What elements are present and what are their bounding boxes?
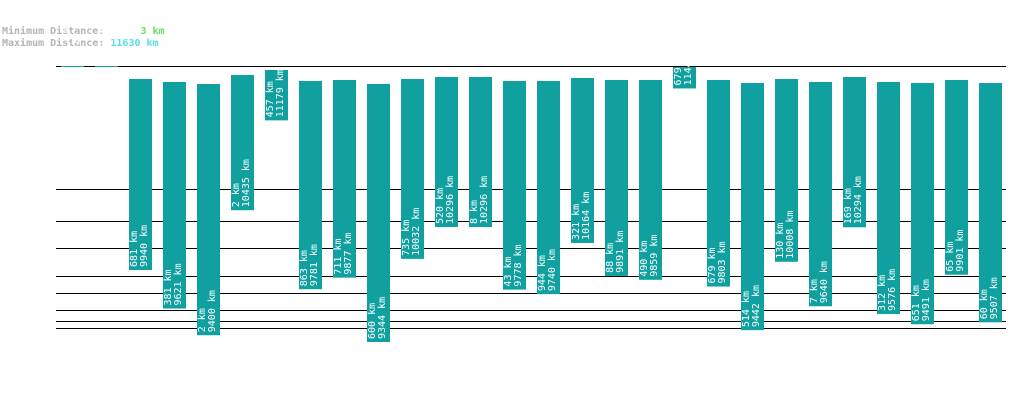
bar-top-distance-label: 681 km — [129, 231, 140, 267]
range-bar — [231, 75, 254, 211]
range-bar — [95, 66, 118, 67]
bar-bottom-distance-label: 10296 km — [479, 176, 490, 224]
bar-top-distance-label: 8 km — [469, 200, 480, 224]
bar-top-distance-label: 735 km — [401, 220, 412, 256]
bar-top-distance-label: 457 km — [265, 81, 276, 117]
bar-top-distance-label: 60 km — [979, 289, 990, 319]
bar-bottom-distance-label: 11629 km — [105, 15, 116, 63]
bar-bottom-distance-label: 10008 km — [785, 211, 796, 259]
range-bar — [979, 83, 1002, 323]
bar-bottom-distance-label: 10435 km — [241, 159, 252, 207]
bar-bottom-distance-label: 9901 km — [955, 230, 966, 272]
bar-bottom-distance-label: 9442 km — [751, 285, 762, 327]
range-bar — [775, 79, 798, 262]
range-bar — [129, 79, 152, 271]
bar-bottom-distance-label: 9891 km — [615, 231, 626, 273]
bar-bottom-distance-label: 9740 km — [547, 249, 558, 291]
range-bar — [299, 81, 322, 290]
range-bar — [61, 66, 84, 67]
bar-top-distance-label: 88 km — [605, 243, 616, 273]
bar-bottom-distance-label: 11179 km — [275, 69, 286, 117]
bar-bottom-distance-label: 11629 km — [71, 15, 82, 63]
bar-top-distance-label: 321 km — [571, 204, 582, 240]
min-distance-value: 3 km — [140, 26, 165, 37]
range-bar — [197, 84, 220, 336]
bar-bottom-distance-label: 10294 km — [853, 176, 864, 224]
range-bar — [945, 80, 968, 275]
bar-bottom-distance-label: 9640 km — [819, 261, 830, 303]
bar-top-distance-label: 7 km — [809, 279, 820, 303]
bar-bottom-distance-label: 9781 km — [309, 244, 320, 286]
bar-bottom-distance-label: 9344 km — [377, 297, 388, 339]
range-bar — [537, 81, 560, 295]
bar-bottom-distance-label: 9400 km — [207, 290, 218, 332]
bar-bottom-distance-label: 10032 km — [411, 208, 422, 256]
bar-bottom-distance-label: 10164 km — [581, 192, 592, 240]
min-distance-label: Minimum Distance: — [2, 26, 105, 37]
bar-top-distance-label: 65 km — [945, 242, 956, 272]
range-bar — [503, 81, 526, 290]
bar-top-distance-label: 679 km — [707, 247, 718, 283]
bar-top-distance-label: 637 km — [61, 27, 72, 63]
bar-top-distance-label: 711 km — [333, 238, 344, 274]
bar-bottom-distance-label: 9491 km — [921, 279, 932, 321]
distance-summary: Minimum Distance: 3 km Maximum Distance:… — [2, 26, 165, 50]
bar-bottom-distance-label: 9576 km — [887, 269, 898, 311]
max-distance-label: Maximum Distance: — [2, 38, 105, 49]
range-bar — [673, 67, 696, 89]
bar-bottom-distance-label: 9803 km — [717, 241, 728, 283]
bar-top-distance-label: 651 km — [911, 285, 922, 321]
range-bar — [265, 70, 288, 121]
range-bar — [707, 80, 730, 287]
bar-top-distance-label: 312 km — [877, 275, 888, 311]
max-distance-value: 11630 km — [110, 38, 159, 49]
range-bar — [333, 80, 356, 278]
range-bar — [605, 80, 628, 276]
range-bar — [877, 82, 900, 314]
bar-top-distance-label: 728 km — [95, 27, 106, 63]
range-bar — [401, 79, 424, 259]
range-bar — [911, 83, 934, 325]
range-bar — [843, 77, 866, 228]
bar-top-distance-label: 2 km — [231, 183, 242, 207]
range-bar — [639, 80, 662, 280]
bar-top-distance-label: 520 km — [435, 188, 446, 224]
bar-bottom-distance-label: 9877 km — [343, 232, 354, 274]
range-bar — [163, 82, 186, 309]
bar-bottom-distance-label: 9859 km — [649, 235, 660, 277]
bar-top-distance-label: 600 km — [367, 303, 378, 339]
bar-top-distance-label: 490 km — [639, 241, 650, 277]
bar-top-distance-label: 679 km — [673, 49, 684, 85]
bar-bottom-distance-label: 10296 km — [445, 176, 456, 224]
bar-bottom-distance-label: 9940 km — [139, 225, 150, 267]
range-bar — [435, 77, 458, 228]
bar-top-distance-label: 944 km — [537, 255, 548, 291]
bar-top-distance-label: 514 km — [741, 291, 752, 327]
bar-bottom-distance-label: 11443 km — [683, 37, 694, 85]
range-bar — [571, 78, 594, 243]
bar-bottom-distance-label: 9778 km — [513, 244, 524, 286]
range-bar — [469, 77, 492, 228]
bar-top-distance-label: 130 km — [775, 223, 786, 259]
bar-top-distance-label: 43 km — [503, 256, 514, 286]
bar-top-distance-label: 169 km — [843, 188, 854, 224]
bar-top-distance-label: 2 km — [197, 308, 208, 332]
bar-bottom-distance-label: 9621 km — [173, 263, 184, 305]
range-bar — [809, 82, 832, 307]
range-bar — [367, 84, 390, 342]
bar-top-distance-label: 381 km — [163, 269, 174, 305]
bar-bottom-distance-label: 9507 km — [989, 277, 1000, 319]
range-bar — [741, 83, 764, 331]
bar-top-distance-label: 863 km — [299, 250, 310, 286]
